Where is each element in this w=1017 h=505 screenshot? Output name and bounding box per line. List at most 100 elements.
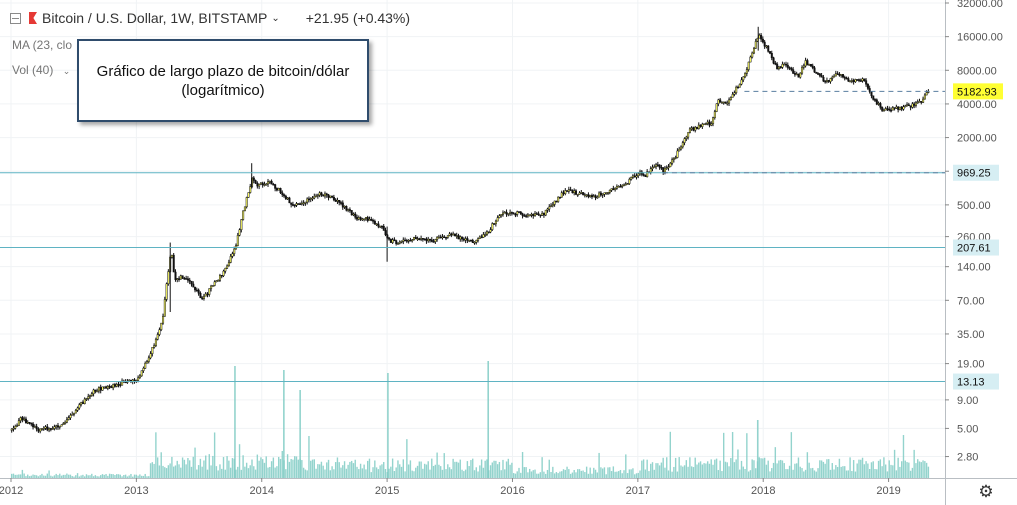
volume-bar xyxy=(762,458,764,478)
chevron-down-icon[interactable]: ⌄ xyxy=(271,12,280,24)
candle-body xyxy=(288,197,291,204)
candle-body xyxy=(541,213,544,216)
volume-bar xyxy=(333,469,335,478)
candle-body xyxy=(210,285,213,289)
candle-body xyxy=(840,74,843,76)
collapse-icon[interactable] xyxy=(10,12,21,24)
candle-body xyxy=(363,218,366,220)
volume-bar xyxy=(443,453,445,478)
candle-body xyxy=(519,211,522,215)
volume-bar xyxy=(39,475,41,478)
candle-body xyxy=(277,188,280,191)
candle-body xyxy=(870,91,873,97)
candle-body xyxy=(283,194,286,197)
volume-bar xyxy=(331,466,333,478)
volume-bar xyxy=(621,473,623,478)
candle-body xyxy=(893,107,896,109)
y-tick-label: 35.00 xyxy=(957,329,985,341)
volume-bar xyxy=(251,459,253,478)
candle-body xyxy=(434,239,437,242)
volume-bar xyxy=(76,473,79,478)
candle-body xyxy=(842,74,845,78)
candle-body xyxy=(653,166,656,168)
candle-body xyxy=(99,387,102,391)
candle-body xyxy=(437,236,440,239)
volume-bar xyxy=(256,454,259,478)
volume-bar xyxy=(53,475,56,478)
candle-body xyxy=(658,164,661,168)
volume-bar xyxy=(904,460,906,478)
volume-bar xyxy=(44,475,47,478)
volume-bar xyxy=(726,462,728,478)
candle-body xyxy=(516,211,519,215)
candle-body xyxy=(19,417,22,421)
candle-body xyxy=(151,347,154,354)
candle-body xyxy=(46,426,49,431)
candle-body xyxy=(898,106,901,110)
gear-icon[interactable]: ⚙ xyxy=(978,482,994,501)
volume-bar xyxy=(98,476,100,478)
volume-bar xyxy=(897,457,899,478)
volume-bar xyxy=(16,474,18,478)
volume-bar xyxy=(400,466,403,478)
candle-body xyxy=(238,229,241,236)
candle-body xyxy=(779,66,782,69)
volume-bar xyxy=(545,473,547,478)
candle-body xyxy=(236,235,239,246)
volume-bar xyxy=(320,461,323,478)
candle-body xyxy=(818,73,821,76)
volume-bar xyxy=(705,463,707,478)
volume-bar xyxy=(464,469,467,478)
symbol-title[interactable]: Bitcoin / U.S. Dollar, 1W, BITSTAMP xyxy=(42,10,268,26)
candle-body xyxy=(112,384,115,389)
volume-bar xyxy=(25,476,27,478)
candle-body xyxy=(388,237,391,240)
volume-bar xyxy=(771,468,773,478)
volume-bar xyxy=(23,473,25,478)
volume-bar xyxy=(32,474,34,478)
candle-body xyxy=(576,194,579,196)
volume-bar xyxy=(924,461,926,478)
candle-body xyxy=(680,146,683,150)
volume-bar xyxy=(441,469,444,478)
candle-body xyxy=(831,76,834,79)
volume-indicator-legend[interactable]: Vol (40) ⌄ xyxy=(12,63,70,77)
candle-body xyxy=(557,196,560,202)
candle-body xyxy=(60,424,63,427)
candle-body xyxy=(202,295,205,299)
candle-body xyxy=(817,73,820,75)
volume-bar xyxy=(918,461,921,478)
volume-bar xyxy=(765,464,768,478)
volume-bar xyxy=(415,467,417,478)
chevron-down-icon[interactable]: ⌄ xyxy=(62,66,71,76)
volume-bar xyxy=(416,465,419,478)
volume-bar xyxy=(865,461,867,478)
y-tick-label: 500.00 xyxy=(957,200,991,212)
candle-body xyxy=(306,198,309,203)
candle-body xyxy=(316,194,319,197)
candle-body xyxy=(174,271,177,280)
candle-body xyxy=(281,192,284,195)
volume-bar xyxy=(523,467,526,478)
volume-bar xyxy=(290,458,292,478)
candle-body xyxy=(73,412,76,415)
volume-bar xyxy=(322,465,324,478)
candle-body xyxy=(902,106,905,110)
volume-bar xyxy=(815,471,817,478)
volume-bar xyxy=(265,456,267,478)
volume-bar xyxy=(810,468,812,478)
volume-bar xyxy=(917,459,919,478)
volume-bar xyxy=(302,467,305,478)
volume-bar xyxy=(387,373,389,478)
candle-body xyxy=(39,428,42,432)
candle-body xyxy=(544,209,547,216)
ma-indicator-legend[interactable]: MA (23, clo xyxy=(12,38,72,52)
volume-bar xyxy=(34,474,36,478)
volume-bar xyxy=(470,460,472,478)
candle-body xyxy=(359,217,362,220)
candle-body xyxy=(89,395,92,397)
candle-body xyxy=(868,88,871,92)
volume-bar xyxy=(607,467,609,478)
volume-bar xyxy=(758,457,760,478)
